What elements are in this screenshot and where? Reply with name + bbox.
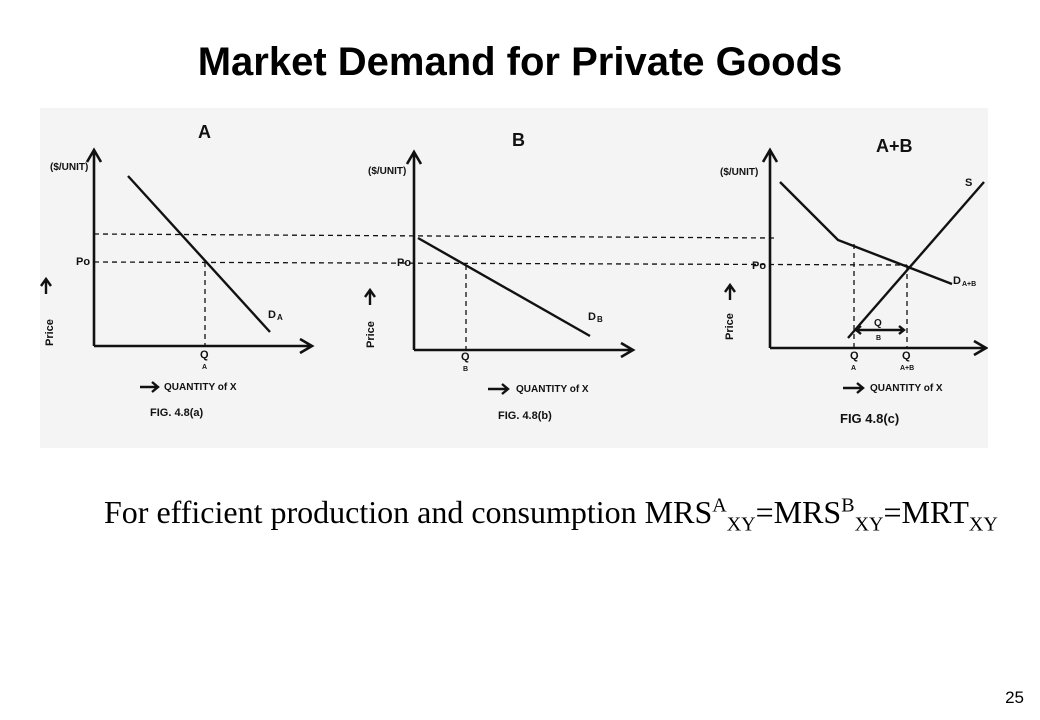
panel-b-x-axis-label: QUANTITY of X: [516, 384, 589, 395]
panel-ab-demand-sub: A+B: [962, 281, 976, 288]
panel-b-up-arrow-icon: [364, 287, 376, 305]
formula-mrs-a-sup: A: [712, 494, 727, 517]
panel-a: A ($/UNIT) Price Po Q A D A QUANTITY of …: [40, 122, 315, 419]
panel-a-plus-b: A+B ($/UNIT) Price Q B Po Q A Q A+B S D …: [720, 136, 988, 426]
panel-ab-gap-arrow-icon: [854, 325, 906, 335]
panel-b-demand-sub: B: [597, 315, 603, 324]
upper-dashed-guide: [93, 233, 775, 239]
panel-b-x-axis: [414, 341, 636, 359]
panel-ab-x-axis: [770, 339, 988, 357]
panel-ab-y-unit: ($/UNIT): [720, 167, 758, 178]
panel-ab-qa-label: Q: [850, 350, 859, 362]
panel-ab-supply-label: S: [965, 177, 972, 189]
formula-mrs-b: MRS: [773, 494, 842, 530]
slide-title: Market Demand for Private Goods: [197, 40, 843, 84]
panel-b-y-axis: [405, 149, 423, 350]
demand-figure: A ($/UNIT) Price Po Q A D A QUANTITY of …: [40, 108, 988, 448]
panel-a-y-axis-label: Price: [44, 319, 56, 346]
panel-a-x-arrow-icon: [140, 381, 160, 393]
panel-a-demand-curve: [127, 175, 271, 333]
formula-lead: For efficient production and consumption: [104, 494, 645, 530]
formula-mrs-b-sup: B: [841, 494, 855, 517]
formula-mrt-sub: XY: [968, 513, 998, 536]
page-number: 25: [1005, 688, 1024, 707]
panel-ab-supply-curve: [847, 181, 985, 339]
panel-ab-qa-sub: A: [851, 365, 856, 372]
panel-a-price-label: Po: [76, 256, 90, 268]
panel-b: B ($/UNIT) Price Po Q B D B QUANTITY of …: [364, 130, 636, 422]
panel-ab-y-axis-label: Price: [724, 313, 736, 340]
panel-a-quantity-sub: A: [202, 364, 207, 371]
panel-ab-gap-sub: B: [876, 335, 881, 342]
panel-ab-x-axis-label: QUANTITY of X: [870, 383, 943, 394]
panel-ab-qab-label: Q: [902, 350, 911, 362]
formula-equals-2: =: [883, 494, 902, 530]
formula-mrt: MRT: [901, 494, 969, 530]
panel-ab-heading: A+B: [876, 136, 913, 156]
panel-a-quantity-label: Q: [200, 349, 209, 361]
formula-mrs-a-sub: XY: [726, 513, 756, 536]
panel-ab-x-arrow-icon: [843, 382, 865, 394]
panel-b-demand-curve: [417, 236, 591, 338]
formula-mrs-b-sub: XY: [854, 513, 884, 536]
panel-ab-qab-sub: A+B: [900, 365, 914, 372]
panel-a-heading: A: [198, 122, 211, 142]
panel-b-y-unit: ($/UNIT): [368, 166, 406, 177]
panel-a-x-axis-label: QUANTITY of X: [164, 382, 237, 393]
panel-b-x-arrow-icon: [488, 383, 510, 395]
panel-a-y-unit: ($/UNIT): [50, 162, 88, 173]
panel-a-demand-label: D: [268, 309, 276, 321]
efficiency-condition: For efficient production and consumption…: [104, 494, 998, 534]
panel-ab-y-axis: [761, 147, 779, 348]
panel-a-up-arrow-icon: [40, 276, 52, 294]
panel-b-caption: FIG. 4.8(b): [498, 410, 552, 422]
panel-b-heading: B: [512, 130, 525, 150]
formula-equals-1: =: [755, 494, 774, 530]
panel-a-x-axis: [94, 337, 315, 355]
demand-diagram-svg: A ($/UNIT) Price Po Q A D A QUANTITY of …: [40, 122, 988, 426]
formula-mrs-a: MRS: [644, 494, 713, 530]
price-level-guide: [93, 261, 908, 266]
panel-a-y-axis: [85, 147, 103, 346]
panel-a-demand-sub: A: [277, 313, 283, 322]
panel-ab-caption: FIG 4.8(c): [840, 411, 899, 426]
panel-ab-gap-label: Q: [874, 318, 882, 329]
panel-ab-up-arrow-icon: [724, 282, 736, 300]
panel-ab-demand-curve: [779, 181, 953, 286]
panel-b-quantity-label: Q: [461, 351, 470, 363]
panel-ab-demand-label: D: [953, 275, 961, 287]
panel-b-quantity-sub: B: [463, 366, 468, 373]
panel-b-y-axis-label: Price: [365, 321, 377, 348]
panel-b-demand-label: D: [588, 311, 596, 323]
panel-ab-price-label: Po: [752, 260, 766, 272]
panel-a-caption: FIG. 4.8(a): [150, 407, 204, 419]
